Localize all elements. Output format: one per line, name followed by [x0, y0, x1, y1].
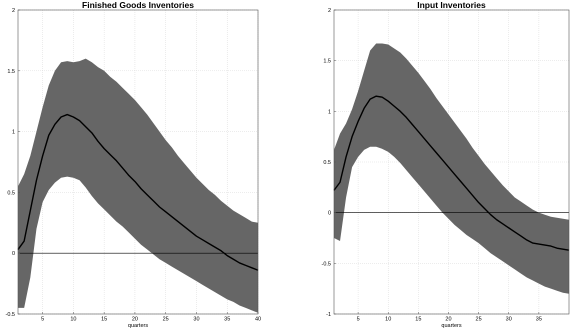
x-tick-label-3: 20 — [445, 317, 451, 323]
y-tick-label-1: 0 — [12, 251, 15, 257]
y-tick-label-4: 1.5 — [7, 69, 15, 75]
y-tick-label-3: 0.5 — [323, 160, 331, 166]
chart-panel-2: 5 10 15 20 25 30 35 -1 -0.5 0 0.5 1 1.5 2 Input Invent… — [322, 0, 570, 329]
chart-title: Finished Goods Inventories — [82, 0, 194, 10]
median-response-line — [333, 95, 570, 251]
x-tick-label-2: 15 — [415, 317, 421, 323]
x-tick-label-6: 35 — [224, 317, 230, 323]
y-tick-label-5: 1.5 — [323, 59, 331, 65]
confidence-band — [334, 43, 569, 294]
y-tick-label-2: 0.5 — [7, 190, 15, 196]
x-tick-label-2: 15 — [101, 317, 107, 323]
x-axis-label: quarters — [441, 323, 461, 329]
x-tick-label-6: 35 — [536, 317, 542, 323]
y-tick-label-0: -0.5 — [6, 312, 15, 318]
y-tick-label-5: 2 — [12, 8, 15, 14]
y-tick-label-3: 1 — [12, 130, 15, 136]
chart-title: Input Inventories — [417, 0, 486, 10]
x-tick-label-7: 40 — [255, 317, 261, 323]
median-response-line — [17, 113, 259, 271]
x-tick-label-1: 10 — [385, 317, 391, 323]
x-tick-label-1: 10 — [70, 317, 76, 323]
axes-frame — [17, 9, 259, 315]
x-tick-label-4: 25 — [163, 317, 169, 323]
y-tick-label-4: 1 — [328, 109, 331, 115]
x-tick-label-3: 20 — [132, 317, 138, 323]
x-tick-label-5: 30 — [193, 317, 199, 323]
x-tick-label-0: 5 — [41, 317, 44, 323]
x-tick-label-0: 5 — [357, 317, 360, 323]
x-axis-label: quarters — [128, 323, 148, 329]
x-tick-label-4: 25 — [476, 317, 482, 323]
y-tick-label-0: -1 — [326, 312, 331, 318]
x-tick-label-5: 30 — [506, 317, 512, 323]
chart-panel-1: 5 10 15 20 25 30 35 40 -0.5 0 0.5 1 1.5 2 Finished Goo… — [6, 0, 262, 329]
y-tick-label-2: 0 — [328, 211, 331, 217]
y-tick-label-6: 2 — [328, 8, 331, 14]
y-tick-label-1: -0.5 — [322, 261, 331, 267]
